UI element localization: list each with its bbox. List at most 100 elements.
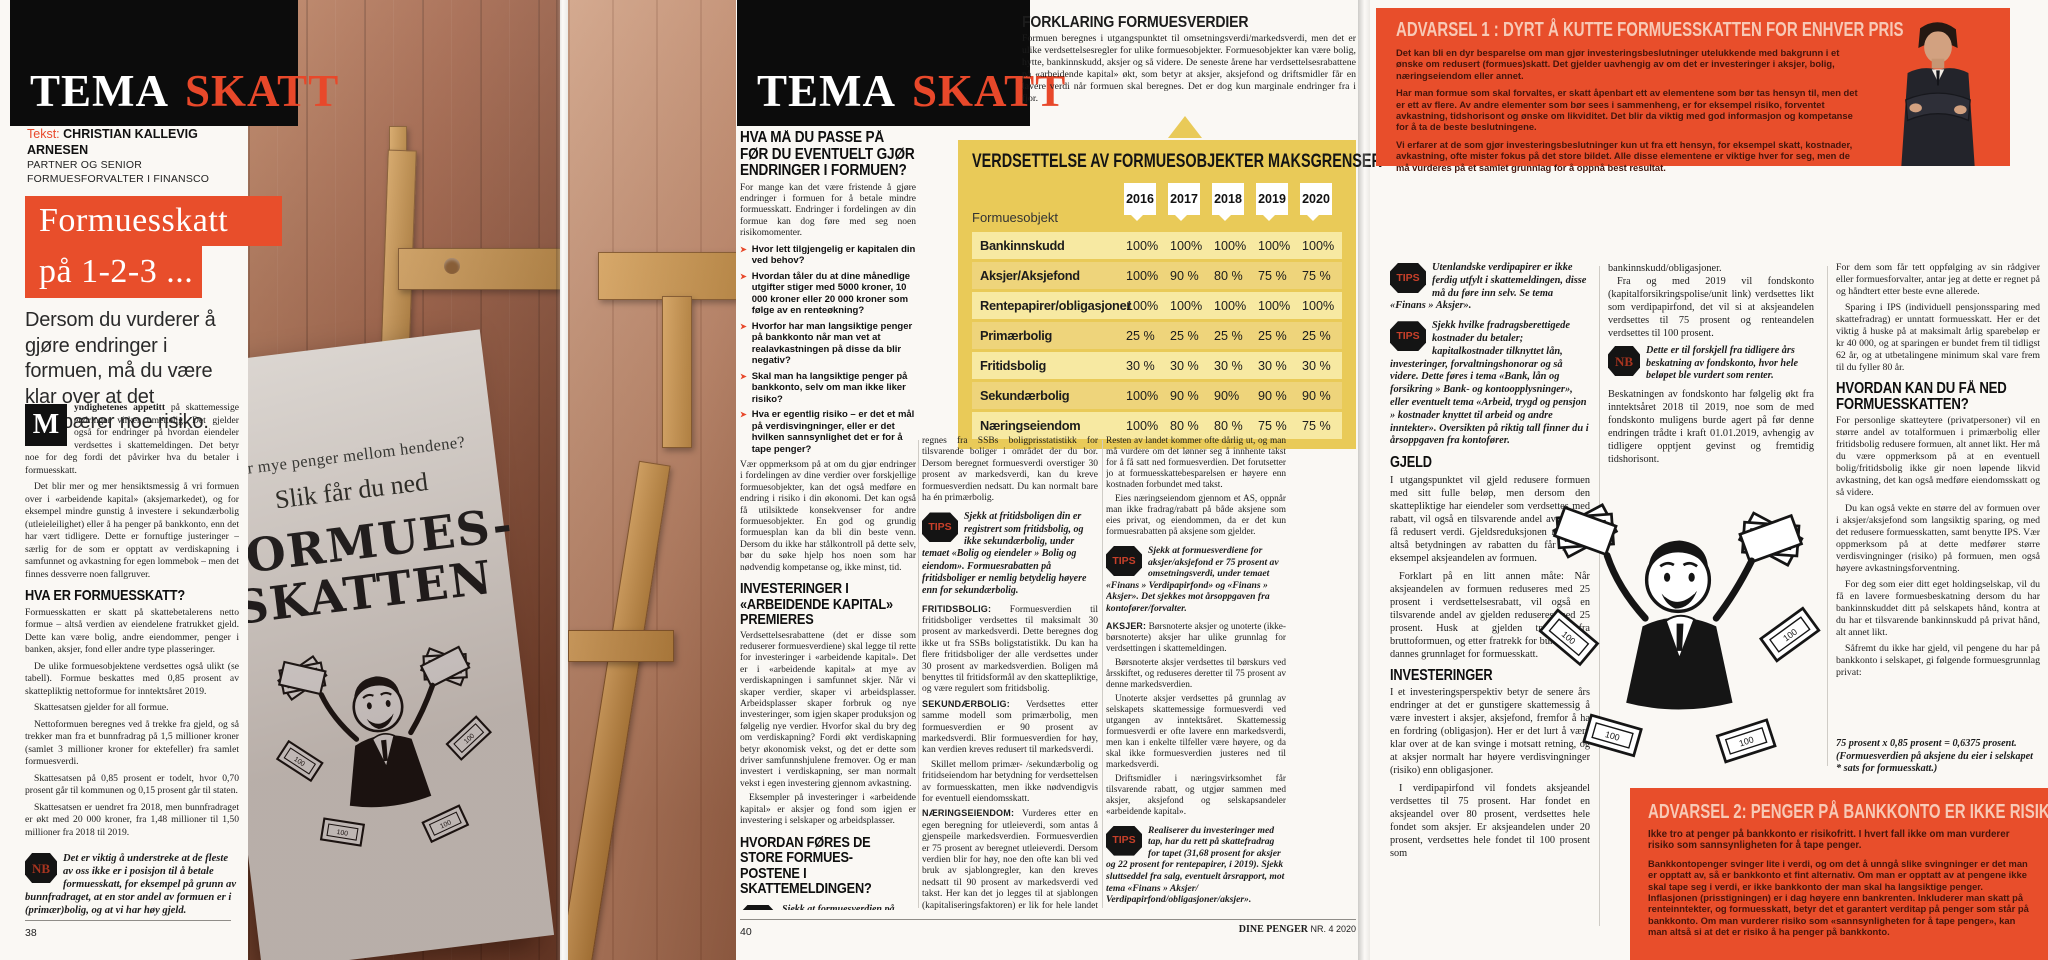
advarsel-1-box: ADVARSEL 1 : DYRT Å KUTTE FORMUESSKATTEN…: [1376, 8, 2010, 173]
arrow-bullet-icon: ➤: [740, 321, 747, 331]
body-paragraph: Eies næringseiendom gjennom et AS, oppnå…: [1106, 494, 1286, 537]
article-title-bar-2: på 1-2-3 ...: [25, 246, 202, 298]
body-paragraph: I et investeringsperspektiv betyr de sen…: [1390, 687, 1590, 777]
section-heading: HVORDAN FØRES DE STORE FORMUES- POSTENE …: [740, 833, 872, 897]
tips-icon: TIPS: [1106, 825, 1142, 856]
page-gutter: [556, 0, 568, 960]
body-paragraph: I verdipapirfond vil fondets aksjeandel …: [1390, 783, 1590, 860]
table-row: Primærbolig 25 % 25 % 25 % 25 % 25 %: [972, 322, 1342, 349]
easel-photo-strip: [568, 0, 736, 960]
mid-column-2: regnes fra SSBs boligprisstatistikk for …: [922, 436, 1098, 910]
body-paragraph: Fra og med 2019 vil fondskonto (kapitalf…: [1608, 276, 1814, 339]
advarsel-paragraph: Ikke tro at penger på bankkonto er risik…: [1648, 829, 2010, 852]
section-heading: HVA MÅ DU PASSE PÅ FØR DU EVENTUELT GJØR…: [740, 130, 915, 179]
arrow-bullet-icon: ➤: [740, 371, 747, 381]
advarsel-paragraph: Vi erfarer at de som gjør investeringsbe…: [1396, 138, 1853, 173]
lead-text: på skattemessige endringer virker umette…: [25, 402, 239, 476]
tips-note: TIPS Utenlandske verdipapirer er ikke fer…: [1390, 262, 1587, 312]
body-paragraph: AKSJER: Børsnoterte aksjer og unoterte (…: [1106, 620, 1286, 654]
bullet-item: ➤ Skal man ha langsiktige penger på bankk…: [740, 370, 908, 405]
page-number-left: 38: [25, 927, 37, 939]
body-paragraph: Du kan også vekte en større del av formu…: [1836, 503, 2040, 574]
body-paragraph: Unoterte aksjer verdsettes på grunnlag a…: [1106, 693, 1286, 770]
body-paragraph: Skattesatsen gjelder for all formue.: [34, 702, 169, 713]
pointer-triangle-icon: [1168, 116, 1202, 138]
section-heading: HVA ER FORMUESSKATT?: [25, 587, 185, 604]
bullet-item: ➤ Hvordan tåler du at dine månedlige utgi…: [740, 270, 911, 317]
advarsel-paragraph: Har man formue som skal forvaltes, er sk…: [1396, 87, 1858, 133]
table-col-header: Formuesobjekt: [972, 210, 1058, 225]
issue-label: NR. 4 2020: [1310, 924, 1356, 934]
body-paragraph: Beskatningen av fondskonto har følgelig …: [1608, 388, 1814, 465]
easel-tray: [568, 630, 674, 662]
formula-line: 75 prosent x 0,85 prosent = 0,6375 prose…: [1836, 738, 2017, 749]
right-column-b: bankinnskudd/obligasjoner. Fra og med 20…: [1608, 262, 1814, 468]
advarsel-2-title: ADVARSEL 2: PENGER PÅ BANKKONTO ER IKKE …: [1648, 801, 2048, 823]
article-title-line1: Formuesskatt: [39, 202, 229, 239]
body-paragraph: Skillet mellom primær- /sekundærbolig og…: [922, 759, 1098, 805]
moneyman-cartoon: [1528, 468, 1828, 782]
body-paragraph: Det blir mer og mer hensiktsmessig å vri…: [25, 481, 239, 580]
tips-icon: TIPS: [922, 512, 958, 543]
section-heading: INVESTERINGER: [1390, 666, 1493, 684]
body-paragraph: M yndighetenes appetitt på skattemessige…: [25, 402, 239, 477]
body-paragraph: De ulike formuesobjektene verdsettes ogs…: [25, 660, 239, 697]
left-body-column: M yndighetenes appetitt på skattemessige…: [25, 402, 239, 848]
table-row: Næringseiendom 100% 80 % 80 % 75 % 75 %: [972, 412, 1342, 439]
body-paragraph: Resten av landet kommer ofte dårlig ut, …: [1106, 436, 1286, 490]
body-paragraph: Nettoformuen beregnes ved å trekke fra g…: [25, 718, 239, 768]
byline-name: CHRISTIAN KALLEVIG ARNESEN: [27, 127, 198, 157]
body-paragraph: SEKUNDÆRBOLIG: Verdsettes etter samme mo…: [922, 698, 1098, 756]
tips-icon: TIPS: [1390, 321, 1426, 352]
table-title: VERDSETTELSE AV FORMUESOBJEKTER MAKSGREN…: [972, 151, 1382, 172]
body-paragraph: For personlige skatteytere (privatperson…: [1836, 415, 2040, 498]
dropcap: M: [25, 404, 67, 446]
byline-role: PARTNER OG SENIOR FORMUESFORVALTER I FIN…: [27, 159, 210, 185]
poster: For mye penger mellom hendene? Slik får …: [248, 329, 555, 960]
advarsel-paragraph: Bankkontopenger svinger lite i verdi, og…: [1648, 857, 2029, 938]
section-heading: GJELD: [1390, 454, 1432, 472]
body-paragraph: Skattesatsen er uendret fra 2018, men bu…: [25, 801, 239, 838]
lead-bold: yndighetenes appetitt: [74, 402, 166, 413]
nb-note: NB Dette er til forskjell fra tidligere …: [1608, 345, 1814, 383]
body-paragraph: Såfremt du ikke har gjeld, vil pengene d…: [1836, 643, 2040, 678]
table-year: 2016: [1124, 183, 1156, 221]
arrow-bullet-icon: ➤: [740, 410, 747, 420]
body-paragraph: regnes fra SSBs boligprisstatistikk for …: [922, 436, 1098, 504]
nb-icon: NB: [25, 853, 57, 883]
column-rule: [1599, 266, 1600, 926]
advisor-photo: [1900, 21, 1976, 166]
kicker-skatt-label: SKATT: [912, 66, 1067, 116]
easel-photo: For mye penger mellom hendene? Slik får …: [248, 0, 560, 960]
body-paragraph: NÆRINGSEIENDOM: Vurderes etter en egen b…: [922, 808, 1098, 910]
easel-post: [662, 296, 692, 448]
article-title-line2: på 1-2-3 ...: [39, 253, 194, 290]
tips-icon: TIPS: [1106, 546, 1142, 576]
magazine-footer: DINE PENGER NR. 4 2020: [1156, 924, 1356, 935]
kicker-tema-label: TEMA: [30, 66, 169, 116]
column-rule: [918, 440, 919, 908]
body-paragraph: I utgangspunktet vil gjeld redusere form…: [1390, 474, 1590, 564]
nb-icon: NB: [1608, 346, 1640, 376]
kicker-skatt-label: SKATT: [185, 66, 340, 116]
tips-icon: TIPS: [740, 904, 776, 910]
mid-column-3: Resten av landet kommer ofte dårlig ut, …: [1106, 436, 1286, 910]
body-paragraph: bankinnskudd/obligasjoner.: [1608, 263, 1722, 274]
explain-heading: FORKLARING FORMUESVERDIER: [1022, 14, 1249, 31]
table-row: Sekundærbolig 100% 90 % 90% 90 % 90 %: [972, 382, 1342, 409]
nb-text: Dette er til forskjell fra tidligere års…: [1646, 345, 1798, 382]
section-heading: INVESTERINGER I «ARBEIDENDE KAPITAL» PRE…: [740, 580, 893, 629]
body-paragraph: Sparing i IPS (individuell pensjonsspari…: [1836, 302, 2040, 373]
body-paragraph: FRITIDSBOLIG: Formuesverdien til fritids…: [922, 603, 1098, 695]
magazine-name: DINE PENGER: [1238, 924, 1308, 935]
valuation-table: VERDSETTELSE AV FORMUESOBJEKTER MAKSGREN…: [958, 140, 1382, 449]
easel-clamp: [398, 248, 560, 290]
body-paragraph: Vær oppmerksom på at om du gjør endringe…: [740, 460, 916, 573]
formula-explainer: (Formuesverdien på aksjene du eier i sel…: [1836, 750, 2033, 775]
right-column-c: For dem som får tett oppfølging av sin r…: [1836, 262, 2040, 736]
kicker-left: TEMA SKATT: [10, 0, 338, 126]
table-row: Aksjer/Aksjefond 100% 90 % 80 % 75 % 75 %: [972, 262, 1342, 289]
table-year: 2020: [1300, 183, 1332, 221]
